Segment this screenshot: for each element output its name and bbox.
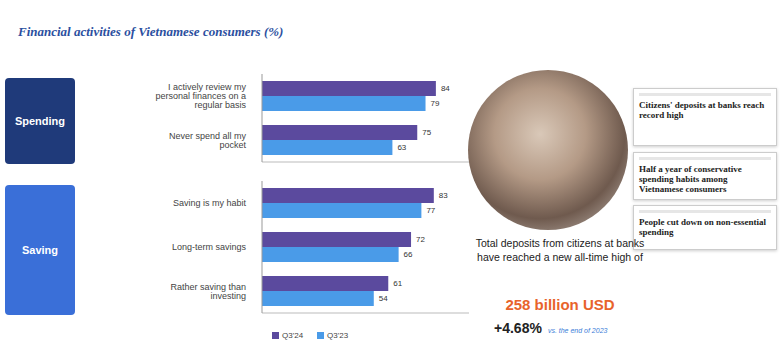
html-text:Spending: Spending — [14, 115, 65, 127]
svg-text:61: 61 — [393, 279, 402, 288]
html-text:+4.68%: +4.68% — [494, 320, 542, 336]
svg-text:72: 72 — [416, 235, 425, 244]
svg-text:75: 75 — [422, 128, 431, 137]
svg-text:Saving is my habit: Saving is my habit — [173, 198, 247, 208]
html-text:Total deposits from citizens a: Total deposits from citizens at banks ha… — [475, 237, 645, 263]
html-text:vs. the end of 2023: vs. the end of 2023 — [547, 327, 608, 334]
html-text:Half a year of conservative sp: Half a year of conservative spending hab… — [639, 164, 742, 194]
svg-text:54: 54 — [379, 294, 388, 303]
svg-text:66: 66 — [404, 250, 413, 259]
svg-text:Rather saving thaninvesting: Rather saving thaninvesting — [170, 282, 246, 301]
svg-text:79: 79 — [431, 99, 440, 108]
svg-text:84: 84 — [441, 84, 450, 93]
html-text:Q3'24: Q3'24 — [282, 331, 304, 340]
html-text:People cut down on non-essenti: People cut down on non-essential spendin… — [639, 217, 766, 237]
html-text:Saving: Saving — [22, 244, 58, 256]
svg-text:Long-term savings: Long-term savings — [172, 242, 247, 252]
html-text:Financial activities of Vietna: Financial activities of Vietnamese consu… — [18, 24, 284, 39]
svg-text:63: 63 — [397, 143, 406, 152]
svg-text:77: 77 — [426, 206, 435, 215]
svg-text:83: 83 — [439, 191, 448, 200]
svg-text:I actively review mypersonal f: I actively review mypersonal finances on… — [155, 82, 246, 110]
html-text:Q3'23: Q3'23 — [327, 331, 349, 340]
html-text:258 billion USD: 258 billion USD — [505, 296, 615, 313]
svg-text:Never spend all mypocket: Never spend all mypocket — [169, 131, 247, 150]
html-text:Citizens' deposits at banks re: Citizens' deposits at banks reach record… — [639, 100, 765, 120]
